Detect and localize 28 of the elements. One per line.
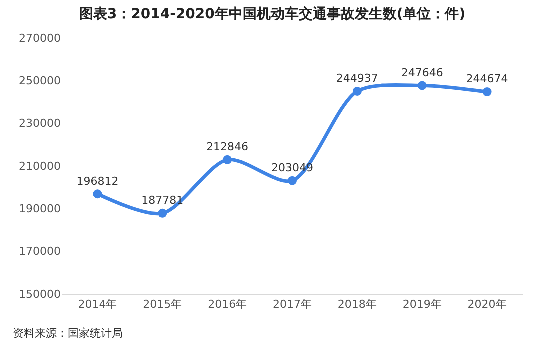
x-tick-label: 2019年 xyxy=(402,298,442,312)
data-label: 244674 xyxy=(466,72,508,86)
y-tick-label: 150000 xyxy=(19,288,61,301)
point xyxy=(288,176,297,186)
point xyxy=(352,86,362,96)
y-tick-label: 270000 xyxy=(19,32,61,45)
x-tick-label: 2017年 xyxy=(273,298,312,312)
data-label: 212846 xyxy=(206,140,249,154)
point xyxy=(93,190,102,199)
y-tick-label: 170000 xyxy=(19,245,61,258)
text: 资料来源：国家统计局 xyxy=(13,327,123,340)
y-tick-label: 190000 xyxy=(19,202,61,216)
x-tick-label: 2015年 xyxy=(143,298,182,312)
x-tick-label: 2020年 xyxy=(468,298,507,312)
x-tick-label: 2016年 xyxy=(208,298,248,312)
y-tick-label: 210000 xyxy=(19,160,61,173)
data-label: 247646 xyxy=(401,66,444,80)
x-tick-label: 2018年 xyxy=(338,298,377,312)
data-label: 244937 xyxy=(336,72,378,86)
point xyxy=(158,208,168,218)
chart-title: 图表3：2014-2020年中国机动车交通事故发生数(单位：件) xyxy=(79,5,466,22)
x-tick-label: 2014年 xyxy=(78,298,118,312)
point xyxy=(418,81,427,90)
point xyxy=(482,88,492,97)
data-label: 196812 xyxy=(76,174,119,188)
y-tick-label: 230000 xyxy=(19,117,61,130)
point xyxy=(223,155,232,164)
y-tick-label: 250000 xyxy=(19,74,61,88)
